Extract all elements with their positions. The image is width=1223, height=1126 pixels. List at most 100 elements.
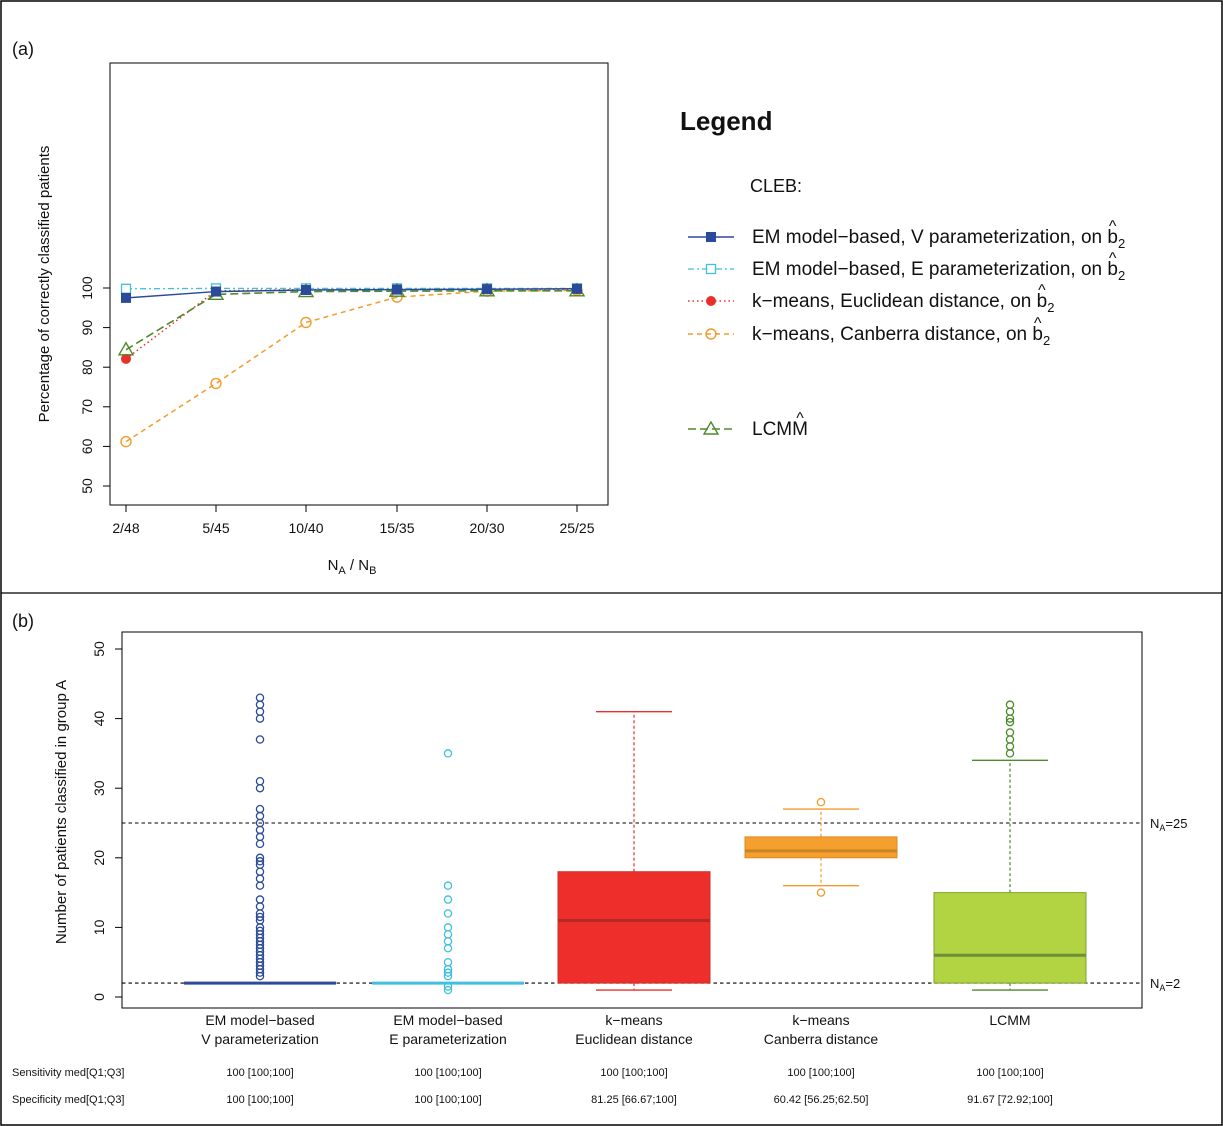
legend-label-subscript: 2 (1043, 333, 1050, 348)
outlier-em_v (255, 857, 265, 866)
outlier-em_e (443, 923, 453, 932)
sensitivity-value: 100 [100;100] (976, 1067, 1043, 1079)
series-line-lcmm (125, 289, 577, 351)
ref-label-eq: =25 (1165, 816, 1187, 831)
outlier-em_e (443, 937, 453, 946)
outlier-lcmm (1005, 749, 1015, 758)
legend: Legend CLEB: EM model−based, V parameter… (680, 106, 1125, 440)
legend-label-text: k−means, Canberra distance, on b (752, 324, 1043, 345)
data-point-em_v (392, 284, 402, 295)
legend-hat: ^ (1109, 218, 1117, 235)
outlier-lcmm (1005, 707, 1015, 716)
x-title-sep: / N (346, 557, 369, 574)
specificity-value: 100 [100;100] (226, 1094, 293, 1106)
x-tick-label: 10/40 (288, 520, 323, 536)
outlier-lcmm (1005, 742, 1015, 751)
group-label-line1: k−means (605, 1012, 662, 1028)
outlier-em_v (255, 804, 265, 814)
outlier-em_v (255, 693, 265, 702)
panel-b-label: (b) (12, 611, 34, 631)
y-tick-label: 0 (91, 993, 107, 1001)
outlier-em_v (255, 783, 265, 793)
panel-a-y-axis-title: Percentage of correctly classified patie… (36, 146, 53, 423)
panel-b-y-axis-title: Number of patients classified in group A (53, 680, 70, 944)
legend-marker-lcmm (702, 420, 720, 435)
legend-marker-em_e (705, 263, 717, 275)
panel-a-y-axis: 50 60 70 80 90 100 (79, 276, 110, 494)
outlier-km_can (816, 797, 826, 807)
x-tick-label: 25/25 (559, 520, 594, 536)
outlier-em_v (255, 700, 265, 709)
legend-hat: ^ (1109, 250, 1117, 267)
specificity-value: 60.42 [56.25;62.50] (774, 1094, 869, 1106)
series-line-em_v (125, 288, 578, 299)
outlier-em_e (443, 749, 453, 758)
outlier-em_e (443, 982, 453, 991)
y-tick-label: 20 (91, 850, 107, 866)
series-line-km_euc (125, 288, 577, 360)
legend-label-text: EM model−based, E parameterization, on b (752, 259, 1118, 280)
specificity-value: 91.67 [72.92;100] (967, 1094, 1053, 1106)
outlier-em_v (255, 839, 265, 849)
group-label-line1: LCMM (989, 1012, 1030, 1028)
legend-label-km_euc: k−means, Euclidean distance, on b2 (752, 291, 1054, 315)
legend-label-km_can: k−means, Canberra distance, on b2 (752, 324, 1050, 348)
outlier-em_e (443, 957, 453, 967)
x-tick-label: 15/35 (379, 520, 414, 536)
box-km_can (744, 836, 898, 859)
legend-label-text: LCMM (752, 419, 808, 440)
panel-a: (a) 50 60 70 80 90 100 2/48 5/45 10/40 15/35 20/3… (12, 39, 1125, 577)
outlier-lcmm (1005, 717, 1015, 727)
data-point-em_v (572, 283, 582, 294)
data-point-em_v (301, 284, 311, 295)
group-label-line2: E parameterization (389, 1031, 507, 1047)
data-point-km_can (300, 316, 312, 329)
panel-b: (b) 0 10 20 30 40 50 Number of patients class… (12, 611, 1187, 1106)
outlier-em_e (443, 985, 453, 995)
data-point-em_v (482, 284, 492, 295)
sensitivity-row-label: Sensitivity med[Q1;Q3] (12, 1067, 125, 1079)
reference-line-label: NA=2 (1150, 976, 1180, 993)
outlier-em_v (255, 874, 265, 883)
panel-a-label: (a) (12, 39, 34, 59)
outlier-em_e (443, 895, 453, 904)
outlier-em_e (443, 881, 453, 890)
y-tick-label: 80 (79, 359, 95, 375)
sensitivity-value: 100 [100;100] (414, 1067, 481, 1079)
outlier-em_v (255, 825, 265, 835)
legend-title: Legend (680, 106, 772, 136)
x-title-n: N (328, 557, 339, 574)
group-label-line1: EM model−based (393, 1012, 502, 1028)
panel-a-x-axis-title: NA / NB (328, 557, 377, 577)
reference-line-label: NA=25 (1150, 816, 1187, 833)
outlier-em_v (255, 867, 265, 876)
outlier-em_e (443, 909, 453, 918)
y-tick-label: 90 (79, 320, 95, 336)
specificity-value: 81.25 [66.67;100] (591, 1094, 677, 1106)
outlier-em_v (255, 881, 265, 890)
legend-marker-km_euc (706, 296, 716, 306)
legend-label-subscript: 2 (1118, 236, 1125, 251)
data-point-lcmm (117, 341, 135, 356)
legend-label-subscript: 2 (1118, 268, 1125, 283)
group-label-line2: V parameterization (201, 1031, 319, 1047)
panel-b-plot-frame (121, 631, 1143, 1009)
sensitivity-value: 100 [100;100] (787, 1067, 854, 1079)
legend-label-em_v: EM model−based, V parameterization, on b… (752, 227, 1125, 251)
outlier-em_v (255, 776, 265, 786)
ref-label-sub: A (1159, 983, 1165, 993)
legend-marker-em_v (706, 232, 716, 242)
sensitivity-value: 100 [100;100] (600, 1067, 667, 1079)
panel-a-x-axis: 2/48 5/45 10/40 15/35 20/30 25/25 (112, 505, 595, 536)
data-point-em_e (120, 283, 132, 294)
y-tick-label: 10 (91, 919, 107, 935)
sensitivity-value: 100 [100;100] (226, 1067, 293, 1079)
outlier-em_e (443, 968, 453, 977)
panel-b-group-labels: EM model−based V parameterization EM model… (201, 1012, 1030, 1047)
outlier-em_e (443, 930, 453, 939)
outlier-em_e (443, 944, 453, 953)
series-line-km_can (125, 289, 578, 443)
y-tick-label: 100 (79, 276, 95, 300)
